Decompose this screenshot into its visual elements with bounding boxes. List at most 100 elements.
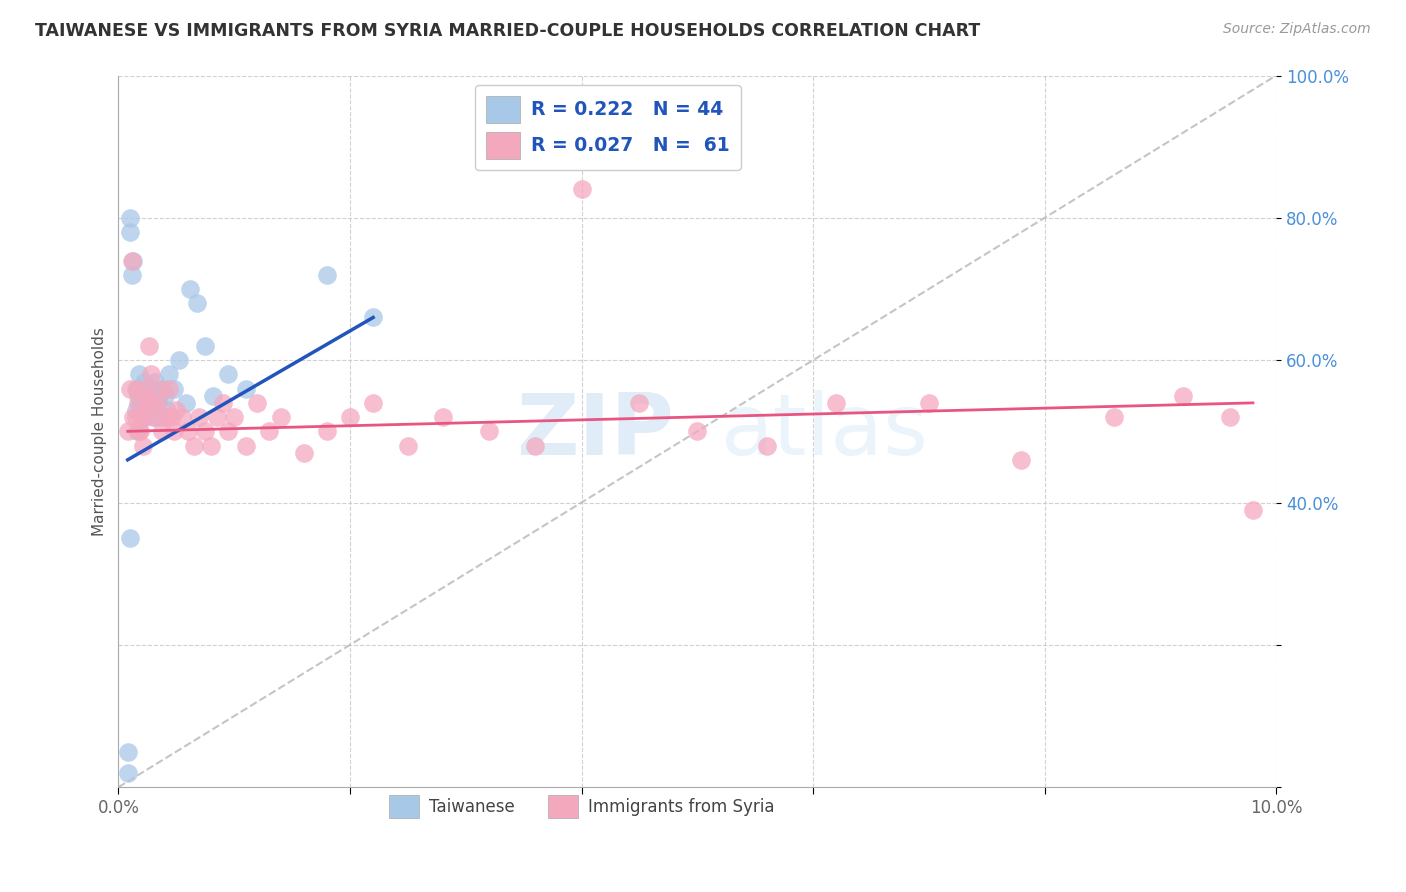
Point: [156, 403, 179, 417]
Point: [125, 382, 148, 396]
Point: [127, 396, 149, 410]
Point: [194, 425, 217, 439]
Point: [118, 382, 141, 396]
Point: [145, 410, 167, 425]
Point: [153, 389, 176, 403]
Point: [686, 425, 709, 439]
Point: [117, 425, 139, 439]
Point: [224, 410, 246, 425]
Point: [136, 396, 159, 410]
Point: [138, 339, 160, 353]
Point: [134, 410, 156, 425]
Point: [270, 410, 292, 425]
Point: [257, 425, 280, 439]
Legend: Taiwanese, Immigrants from Syria: Taiwanese, Immigrants from Syria: [382, 789, 780, 825]
Point: [148, 389, 170, 403]
Point: [1219, 410, 1241, 425]
Point: [132, 439, 155, 453]
Point: [136, 403, 159, 417]
Point: [163, 382, 186, 396]
Point: [825, 396, 848, 410]
Point: [211, 396, 233, 410]
Point: [125, 425, 148, 439]
Point: [157, 368, 180, 382]
Text: ZIP: ZIP: [516, 390, 673, 473]
Text: atlas: atlas: [720, 390, 928, 473]
Point: [246, 396, 269, 410]
Point: [174, 396, 197, 410]
Point: [122, 410, 145, 425]
Point: [132, 389, 155, 403]
Point: [157, 382, 180, 396]
Point: [235, 382, 257, 396]
Point: [131, 410, 153, 425]
Point: [146, 396, 169, 410]
Point: [1010, 452, 1032, 467]
Point: [132, 389, 155, 403]
Point: [1173, 389, 1195, 403]
Point: [167, 353, 190, 368]
Point: [361, 310, 384, 325]
Point: [755, 439, 778, 453]
Point: [194, 339, 217, 353]
Point: [125, 403, 148, 417]
Point: [165, 403, 187, 417]
Point: [177, 425, 200, 439]
Point: [179, 282, 201, 296]
Point: [142, 396, 165, 410]
Point: [142, 389, 165, 403]
Point: [118, 531, 141, 545]
Point: [135, 382, 157, 396]
Point: [117, 766, 139, 780]
Point: [478, 425, 501, 439]
Point: [152, 382, 174, 396]
Point: [315, 268, 337, 282]
Point: [152, 425, 174, 439]
Point: [121, 253, 143, 268]
Point: [129, 425, 152, 439]
Point: [571, 182, 593, 196]
Point: [138, 382, 160, 396]
Point: [142, 410, 165, 425]
Point: [156, 410, 179, 425]
Point: [205, 410, 228, 425]
Point: [128, 368, 150, 382]
Point: [202, 389, 225, 403]
Point: [139, 396, 162, 410]
Point: [432, 410, 454, 425]
Point: [217, 425, 239, 439]
Point: [131, 389, 153, 403]
Point: [153, 410, 176, 425]
Point: [117, 745, 139, 759]
Point: [145, 375, 167, 389]
Point: [125, 382, 148, 396]
Point: [125, 410, 148, 425]
Point: [129, 396, 152, 410]
Point: [121, 268, 143, 282]
Point: [1241, 502, 1264, 516]
Point: [128, 425, 150, 439]
Point: [315, 425, 337, 439]
Point: [200, 439, 222, 453]
Point: [235, 439, 257, 453]
Point: [135, 396, 157, 410]
Point: [146, 396, 169, 410]
Point: [118, 211, 141, 225]
Point: [160, 410, 183, 425]
Point: [149, 382, 172, 396]
Point: [628, 396, 651, 410]
Point: [128, 382, 150, 396]
Y-axis label: Married-couple Households: Married-couple Households: [93, 326, 107, 536]
Point: [292, 446, 315, 460]
Point: [118, 225, 141, 239]
Point: [918, 396, 941, 410]
Point: [131, 410, 153, 425]
Point: [172, 410, 194, 425]
Point: [149, 410, 172, 425]
Point: [396, 439, 419, 453]
Point: [134, 410, 156, 425]
Point: [183, 439, 205, 453]
Point: [361, 396, 384, 410]
Point: [188, 410, 211, 425]
Point: [163, 425, 186, 439]
